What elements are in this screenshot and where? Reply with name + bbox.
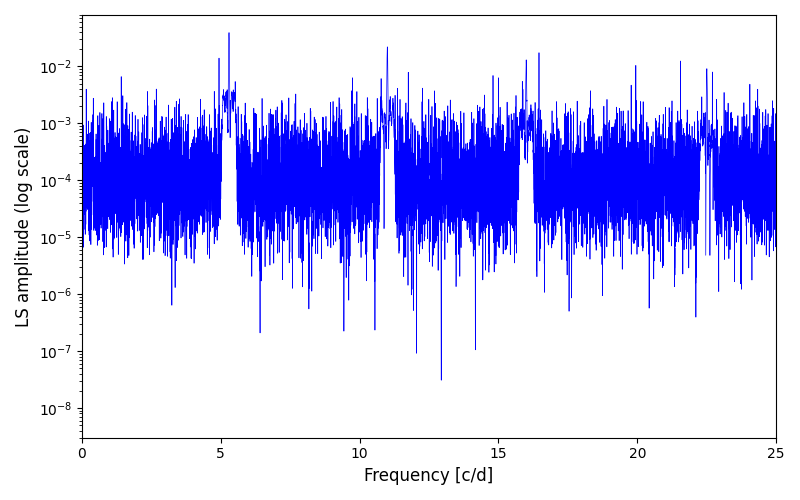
Y-axis label: LS amplitude (log scale): LS amplitude (log scale)	[15, 126, 33, 326]
X-axis label: Frequency [c/d]: Frequency [c/d]	[364, 467, 494, 485]
